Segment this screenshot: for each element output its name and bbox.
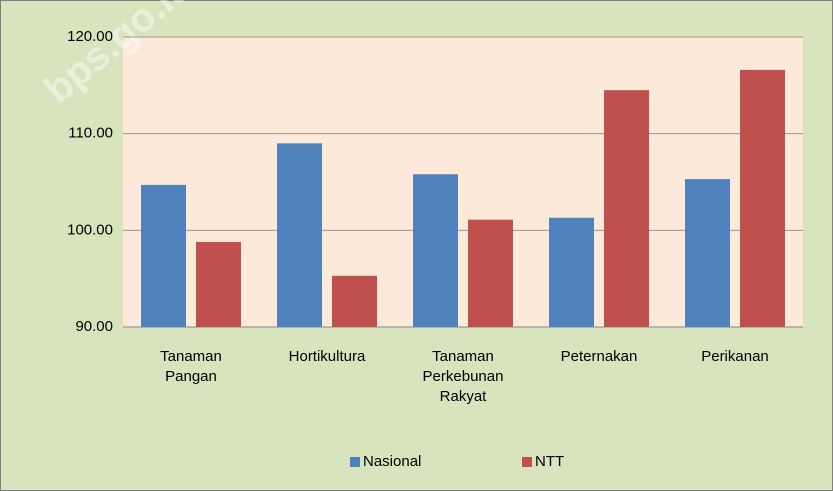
legend-swatch: [350, 457, 360, 467]
bar: [740, 69, 785, 327]
y-tick-label: 120.00: [67, 28, 113, 45]
x-tick-label: Perikanan: [701, 348, 769, 365]
bar: [141, 184, 186, 327]
legend-label: Nasional: [363, 453, 421, 470]
bar: [332, 275, 377, 327]
bar: [604, 90, 649, 328]
y-tick-label: 90.00: [75, 318, 113, 335]
x-tick-label: Tanaman Pangan: [160, 348, 222, 385]
bar: [413, 174, 458, 327]
bar: [277, 143, 322, 327]
legend-swatch: [522, 457, 532, 467]
bar: [468, 219, 513, 327]
bar: [549, 217, 594, 327]
x-tick-label: Peternakan: [561, 348, 638, 365]
x-tick-label: Tanaman Perkebunan Rakyat: [423, 348, 504, 405]
y-tick-label: 110.00: [68, 125, 113, 142]
y-tick-label: 100.00: [67, 221, 113, 238]
bar: [196, 241, 241, 327]
legend-label: NTT: [535, 453, 564, 470]
x-tick-label: Hortikultura: [289, 348, 366, 365]
bar: [685, 179, 730, 327]
